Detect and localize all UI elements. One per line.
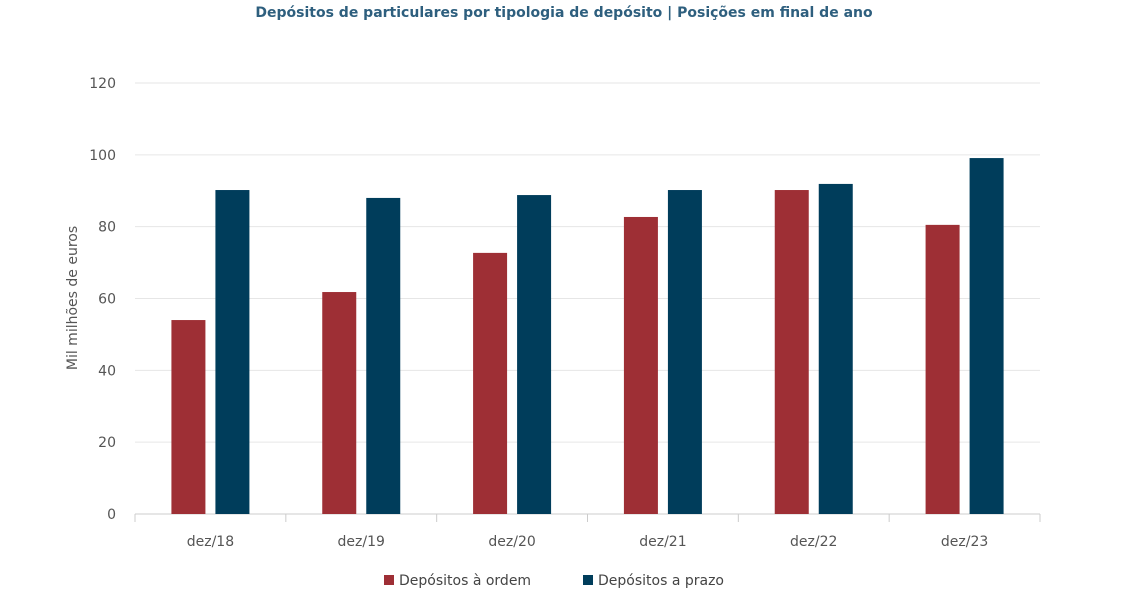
bar-prazo: [215, 190, 250, 514]
bar-ordem: [925, 224, 960, 514]
legend-swatch: [384, 575, 394, 585]
bar-prazo: [969, 158, 1004, 514]
y-tick-label: 100: [89, 148, 116, 164]
y-axis-label: Mil milhões de euros: [65, 226, 81, 370]
legend-label: Depósitos à ordem: [399, 573, 531, 589]
y-tick-label: 60: [98, 292, 116, 308]
y-tick-label: 80: [98, 220, 116, 236]
y-tick-label: 120: [89, 76, 116, 92]
x-tick-label: dez/19: [338, 534, 385, 550]
y-tick-label: 40: [98, 363, 116, 379]
y-tick-label: 0: [107, 507, 116, 523]
legend-swatch: [583, 575, 593, 585]
bar-ordem: [322, 292, 357, 514]
bar-ordem: [623, 216, 658, 514]
x-tick-label: dez/22: [790, 534, 837, 550]
bar-ordem: [171, 320, 206, 514]
x-tick-label: dez/21: [639, 534, 686, 550]
bar-prazo: [517, 195, 552, 514]
bar-prazo: [667, 190, 702, 514]
y-tick-label: 20: [98, 435, 116, 451]
x-tick-label: dez/18: [187, 534, 234, 550]
bar-prazo: [366, 197, 401, 514]
bar-ordem: [473, 252, 508, 514]
bar-ordem: [774, 190, 809, 514]
x-tick-label: dez/23: [941, 534, 988, 550]
chart-title: Depósitos de particulares por tipologia …: [255, 5, 873, 21]
legend-label: Depósitos a prazo: [598, 573, 724, 589]
x-tick-label: dez/20: [488, 534, 535, 550]
bar-prazo: [818, 183, 853, 514]
